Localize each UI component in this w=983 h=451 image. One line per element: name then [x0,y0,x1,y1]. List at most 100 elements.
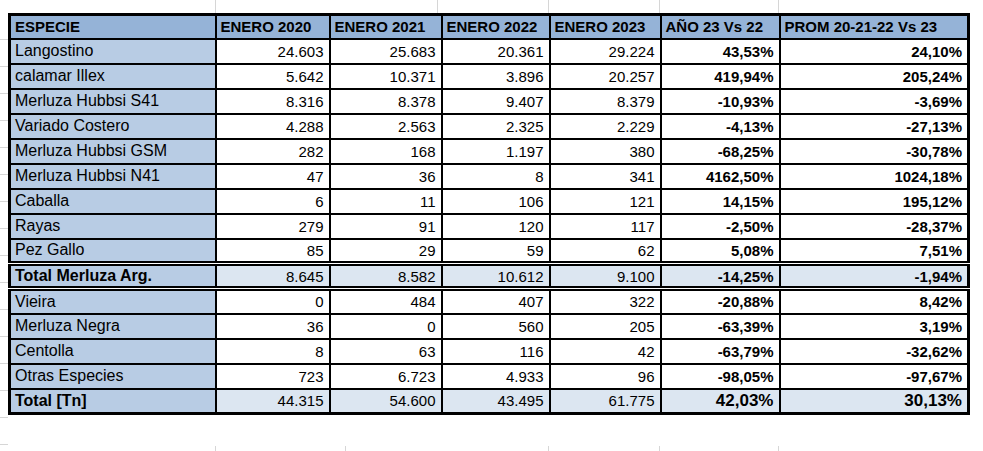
value-cell[interactable]: 4.288 [216,114,330,139]
percent-cell[interactable]: -63,79% [661,339,780,364]
value-cell[interactable]: 8 [216,339,330,364]
value-cell[interactable]: 10.371 [330,64,442,89]
value-cell[interactable]: 2.325 [442,114,550,139]
value-cell[interactable]: 36 [216,314,330,339]
value-cell[interactable]: 96 [550,364,661,389]
column-header[interactable]: AÑO 23 Vs 22 [661,15,780,39]
value-cell[interactable]: 8.378 [330,89,442,114]
percent-cell[interactable]: -10,93% [661,89,780,114]
value-cell[interactable]: 8.379 [550,89,661,114]
percent-cell[interactable]: -14,25% [661,264,780,289]
species-cell[interactable]: Merluza Hubbsi S41 [10,89,216,114]
column-header[interactable]: PROM 20-21-22 Vs 23 [780,15,969,39]
percent-cell[interactable]: -30,78% [780,139,969,164]
percent-cell[interactable]: 14,15% [661,189,780,214]
value-cell[interactable]: 36 [330,164,442,189]
value-cell[interactable]: 120 [442,214,550,239]
value-cell[interactable]: 560 [442,314,550,339]
value-cell[interactable]: 47 [216,164,330,189]
value-cell[interactable]: 5.642 [216,64,330,89]
percent-cell[interactable]: 419,94% [661,64,780,89]
value-cell[interactable]: 2.229 [550,114,661,139]
species-cell[interactable]: Caballa [10,189,216,214]
percent-cell[interactable]: 195,12% [780,189,969,214]
value-cell[interactable]: 44.315 [216,389,330,414]
percent-cell[interactable]: -68,25% [661,139,780,164]
species-cell[interactable]: Variado Costero [10,114,216,139]
percent-cell[interactable]: -28,37% [780,214,969,239]
species-cell[interactable]: calamar Illex [10,64,216,89]
species-cell[interactable]: Merluza Negra [10,314,216,339]
column-header[interactable]: ENERO 2023 [550,15,661,39]
value-cell[interactable]: 380 [550,139,661,164]
species-cell[interactable]: Rayas [10,214,216,239]
value-cell[interactable]: 205 [550,314,661,339]
percent-cell[interactable]: -20,88% [661,289,780,314]
value-cell[interactable]: 11 [330,189,442,214]
value-cell[interactable]: 54.600 [330,389,442,414]
value-cell[interactable]: 407 [442,289,550,314]
column-header[interactable]: ESPECIE [10,15,216,39]
value-cell[interactable]: 6.723 [330,364,442,389]
species-cell[interactable]: Total [Tn] [10,389,216,414]
value-cell[interactable]: 29 [330,239,442,264]
value-cell[interactable]: 8.316 [216,89,330,114]
species-cell[interactable]: Merluza Hubbsi N41 [10,164,216,189]
species-cell[interactable]: Otras Especies [10,364,216,389]
value-cell[interactable]: 10.612 [442,264,550,289]
value-cell[interactable]: 117 [550,214,661,239]
value-cell[interactable]: 8 [442,164,550,189]
column-header[interactable]: ENERO 2020 [216,15,330,39]
value-cell[interactable]: 4.933 [442,364,550,389]
value-cell[interactable]: 322 [550,289,661,314]
value-cell[interactable]: 279 [216,214,330,239]
percent-cell[interactable]: 205,24% [780,64,969,89]
value-cell[interactable]: 20.257 [550,64,661,89]
value-cell[interactable]: 1.197 [442,139,550,164]
percent-cell[interactable]: -32,62% [780,339,969,364]
value-cell[interactable]: 9.407 [442,89,550,114]
value-cell[interactable]: 59 [442,239,550,264]
value-cell[interactable]: 2.563 [330,114,442,139]
percent-cell[interactable]: 4162,50% [661,164,780,189]
value-cell[interactable]: 116 [442,339,550,364]
percent-cell[interactable]: -97,67% [780,364,969,389]
percent-cell[interactable]: -3,69% [780,89,969,114]
percent-cell[interactable]: -27,13% [780,114,969,139]
value-cell[interactable]: 168 [330,139,442,164]
value-cell[interactable]: 9.100 [550,264,661,289]
value-cell[interactable]: 8.645 [216,264,330,289]
percent-cell[interactable]: 3,19% [780,314,969,339]
percent-cell[interactable]: -4,13% [661,114,780,139]
species-cell[interactable]: Merluza Hubbsi GSM [10,139,216,164]
value-cell[interactable]: 24.603 [216,39,330,64]
value-cell[interactable]: 29.224 [550,39,661,64]
percent-cell[interactable]: 1024,18% [780,164,969,189]
percent-cell[interactable]: 43,53% [661,39,780,64]
species-cell[interactable]: Langostino [10,39,216,64]
value-cell[interactable]: 61.775 [550,389,661,414]
value-cell[interactable]: 42 [550,339,661,364]
value-cell[interactable]: 0 [216,289,330,314]
percent-cell[interactable]: 24,10% [780,39,969,64]
value-cell[interactable]: 91 [330,214,442,239]
value-cell[interactable]: 121 [550,189,661,214]
value-cell[interactable]: 723 [216,364,330,389]
percent-cell[interactable]: -63,39% [661,314,780,339]
species-cell[interactable]: Vieira [10,289,216,314]
value-cell[interactable]: 3.896 [442,64,550,89]
percent-cell[interactable]: 5,08% [661,239,780,264]
percent-cell[interactable]: -2,50% [661,214,780,239]
value-cell[interactable]: 0 [330,314,442,339]
species-cell[interactable]: Pez Gallo [10,239,216,264]
column-header[interactable]: ENERO 2021 [330,15,442,39]
percent-cell[interactable]: 7,51% [780,239,969,264]
percent-cell[interactable]: 30,13% [780,389,969,414]
value-cell[interactable]: 6 [216,189,330,214]
percent-cell[interactable]: -98,05% [661,364,780,389]
value-cell[interactable]: 341 [550,164,661,189]
value-cell[interactable]: 43.495 [442,389,550,414]
percent-cell[interactable]: 8,42% [780,289,969,314]
value-cell[interactable]: 282 [216,139,330,164]
value-cell[interactable]: 106 [442,189,550,214]
